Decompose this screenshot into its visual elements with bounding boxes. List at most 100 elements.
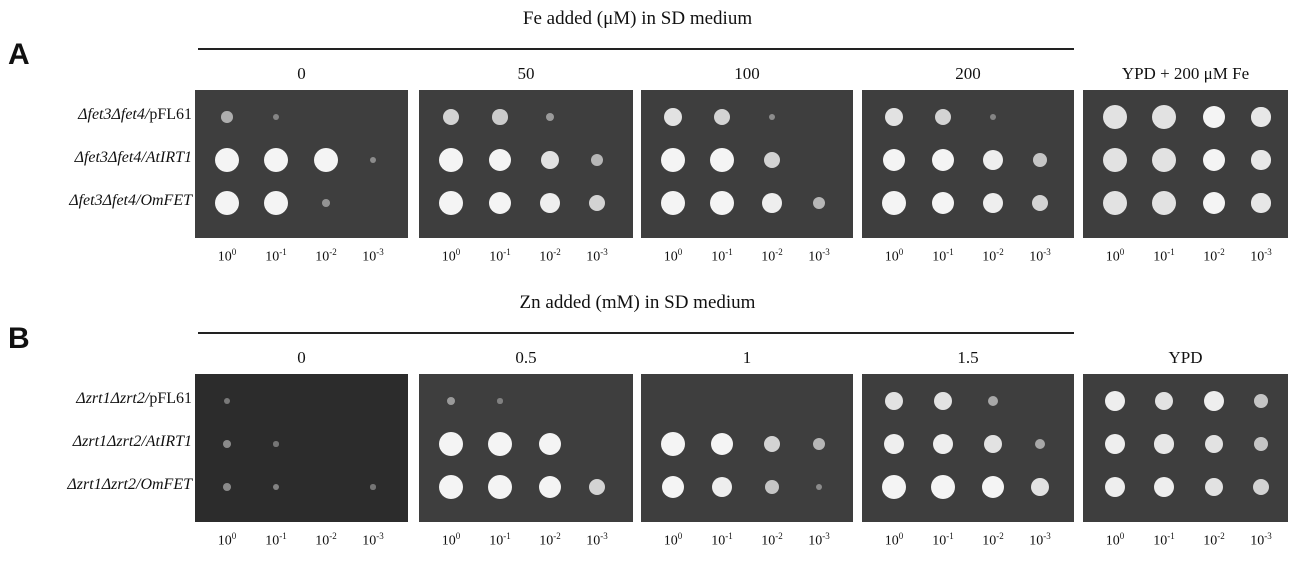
dilution-label: 100 bbox=[869, 247, 919, 266]
colony-spot bbox=[1202, 191, 1226, 215]
colony-spot bbox=[987, 395, 999, 407]
agar-plate bbox=[419, 90, 633, 238]
dilution-exponent: -3 bbox=[376, 531, 384, 541]
colony-spot bbox=[273, 441, 279, 447]
dilution-label: 10-1 bbox=[251, 531, 301, 550]
dilution-exponent: -1 bbox=[503, 531, 511, 541]
dilution-exponent: -2 bbox=[329, 531, 337, 541]
dilution-label: 100 bbox=[648, 247, 698, 266]
dilution-label: 10-3 bbox=[1015, 247, 1065, 266]
colony-spot bbox=[883, 433, 905, 455]
dilution-exponent: -2 bbox=[553, 247, 561, 257]
colony-spot bbox=[710, 148, 734, 172]
colony-spot bbox=[1032, 152, 1048, 168]
dilution-base: 10 bbox=[711, 533, 726, 549]
strain-label: Δzrt1Δzrt2/AtIRT1 bbox=[0, 433, 192, 451]
dilution-exponent: 0 bbox=[455, 531, 461, 541]
colony-spot bbox=[221, 111, 233, 123]
colony-spot bbox=[1104, 390, 1126, 412]
colony-spot bbox=[764, 479, 780, 495]
agar-plate bbox=[641, 374, 853, 522]
dilution-exponent: -2 bbox=[775, 247, 783, 257]
strain-plasmid: pFL61 bbox=[149, 390, 192, 407]
colony-spot bbox=[446, 396, 456, 406]
colony-spot bbox=[768, 113, 776, 121]
colony-spot bbox=[1104, 476, 1126, 498]
colony-spot bbox=[1153, 476, 1175, 498]
condition-label: 1 bbox=[742, 348, 752, 367]
dilution-base: 10 bbox=[265, 533, 280, 549]
panel-header: Zn added (mM) in SD medium bbox=[519, 292, 756, 313]
colony-spot bbox=[492, 109, 508, 125]
dilution-label: 10-1 bbox=[918, 531, 968, 550]
agar-plate bbox=[862, 90, 1074, 238]
dilution-exponent: -1 bbox=[725, 247, 733, 257]
colony-spot bbox=[497, 398, 503, 404]
dilution-exponent: 0 bbox=[1119, 247, 1125, 257]
colony-spot bbox=[588, 478, 606, 496]
colony-spot bbox=[931, 475, 955, 499]
dilution-exponent: -3 bbox=[1043, 247, 1051, 257]
colony-spot bbox=[661, 475, 685, 499]
colony-spot bbox=[1152, 105, 1176, 129]
colony-spot bbox=[439, 191, 463, 215]
dilution-base: 10 bbox=[362, 533, 377, 549]
dilution-base: 10 bbox=[1105, 533, 1120, 549]
dilution-exponent: 0 bbox=[677, 531, 683, 541]
dilution-base: 10 bbox=[441, 249, 456, 265]
dilution-label: 10-1 bbox=[1139, 247, 1189, 266]
dilution-exponent: -3 bbox=[822, 531, 830, 541]
colony-spot bbox=[661, 191, 685, 215]
dilution-label: 10-1 bbox=[1139, 531, 1189, 550]
dilution-label: 10-2 bbox=[1189, 247, 1239, 266]
dilution-base: 10 bbox=[315, 249, 330, 265]
dilution-exponent: -2 bbox=[775, 531, 783, 541]
dilution-base: 10 bbox=[663, 533, 678, 549]
strain-plasmid: AtIRT1 bbox=[145, 433, 192, 450]
agar-plate bbox=[641, 90, 853, 238]
colony-spot bbox=[538, 475, 562, 499]
dilution-exponent: -3 bbox=[600, 247, 608, 257]
dilution-label: 10-3 bbox=[794, 247, 844, 266]
dilution-base: 10 bbox=[315, 533, 330, 549]
panel-letter: A bbox=[8, 38, 30, 71]
colony-spot bbox=[1152, 191, 1176, 215]
dilution-base: 10 bbox=[1153, 533, 1168, 549]
colony-spot bbox=[815, 483, 823, 491]
dilution-exponent: -2 bbox=[329, 247, 337, 257]
dilution-exponent: -2 bbox=[1217, 247, 1225, 257]
dilution-label: 100 bbox=[1090, 531, 1140, 550]
colony-spot bbox=[884, 391, 904, 411]
dilution-base: 10 bbox=[761, 533, 776, 549]
colony-spot bbox=[661, 148, 685, 172]
colony-spot bbox=[439, 148, 463, 172]
colony-spot bbox=[488, 432, 512, 456]
dilution-base: 10 bbox=[586, 249, 601, 265]
colony-spot bbox=[812, 196, 826, 210]
colony-spot bbox=[812, 437, 826, 451]
agar-plate bbox=[195, 90, 408, 238]
colony-spot bbox=[983, 434, 1003, 454]
colony-spot bbox=[264, 191, 288, 215]
colony-spot bbox=[663, 107, 683, 127]
dilution-exponent: -1 bbox=[725, 531, 733, 541]
dilution-base: 10 bbox=[441, 533, 456, 549]
dilution-exponent: -1 bbox=[1167, 247, 1175, 257]
colony-spot bbox=[1104, 433, 1126, 455]
colony-spot bbox=[1103, 191, 1127, 215]
dilution-base: 10 bbox=[1029, 533, 1044, 549]
strain-genotype: Δfet3Δfet4/ bbox=[78, 106, 150, 123]
strain-plasmid: OmFET bbox=[140, 476, 192, 493]
colony-spot bbox=[933, 391, 953, 411]
dilution-label: 10-3 bbox=[1236, 247, 1286, 266]
strain-plasmid: OmFET bbox=[140, 192, 192, 209]
agar-plate bbox=[1083, 90, 1288, 238]
dilution-exponent: 0 bbox=[898, 247, 904, 257]
dilution-label: 10-3 bbox=[348, 531, 398, 550]
strain-genotype: Δzrt1Δzrt2/ bbox=[67, 476, 141, 493]
strain-genotype: Δfet3Δfet4/ bbox=[74, 149, 146, 166]
colony-spot bbox=[1251, 107, 1271, 127]
dilution-label: 100 bbox=[869, 531, 919, 550]
dilution-base: 10 bbox=[539, 533, 554, 549]
dilution-base: 10 bbox=[1250, 533, 1265, 549]
